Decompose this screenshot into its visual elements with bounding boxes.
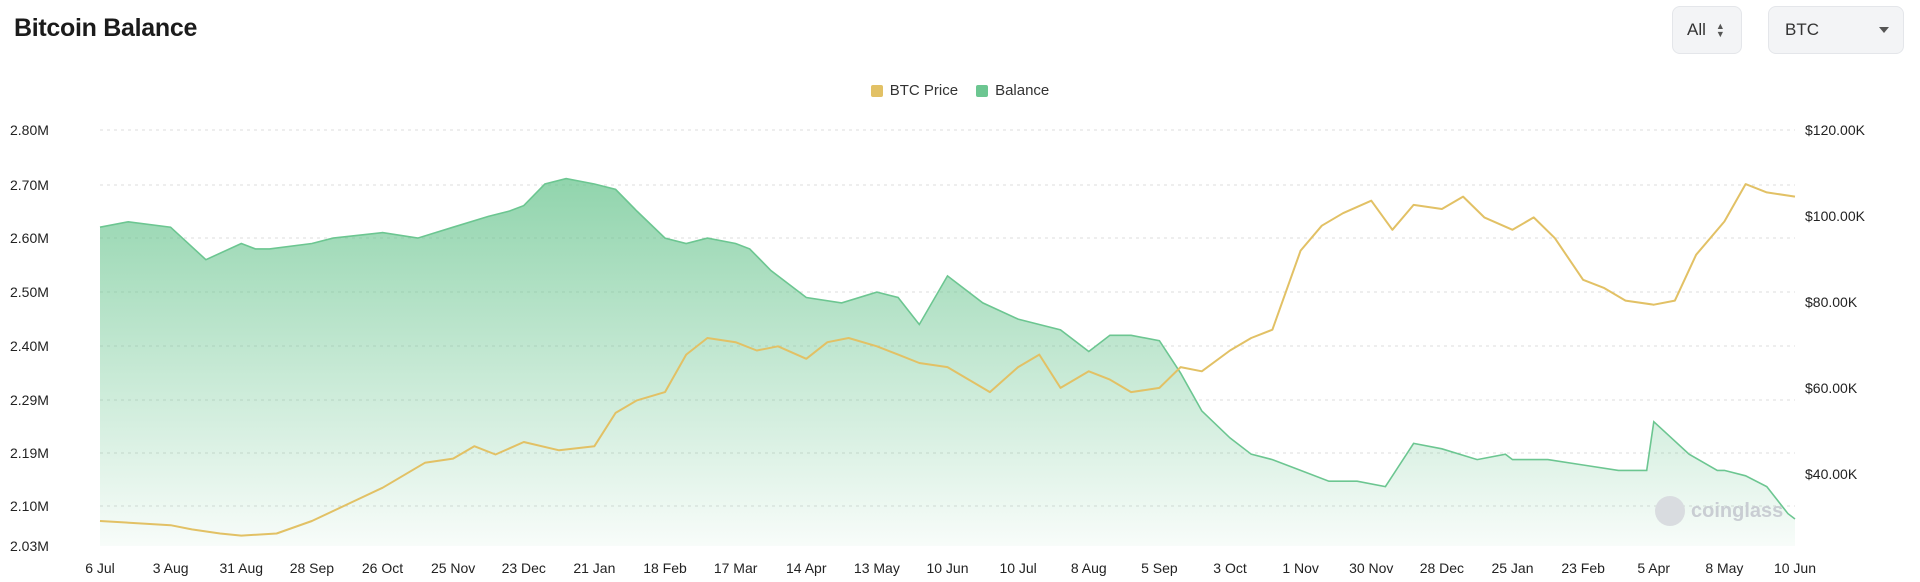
y-left-tick-label: 2.50M	[10, 284, 49, 300]
x-tick-label: 18 Feb	[643, 560, 687, 576]
y-left-tick-label: 2.40M	[10, 338, 49, 354]
x-tick-label: 5 Apr	[1637, 560, 1670, 576]
x-tick-label: 6 Jul	[85, 560, 115, 576]
y-right-tick-label: $80.00K	[1805, 294, 1858, 310]
y-right-tick-label: $60.00K	[1805, 380, 1858, 396]
y-left-tick-label: 2.80M	[10, 122, 49, 138]
x-tick-label: 3 Aug	[153, 560, 189, 576]
coinglass-logo-icon	[1655, 496, 1685, 526]
x-tick-label: 13 May	[854, 560, 900, 576]
x-tick-label: 10 Jul	[999, 560, 1036, 576]
y-left-tick-label: 2.70M	[10, 177, 49, 193]
x-tick-label: 10 Jun	[926, 560, 968, 576]
x-tick-label: 5 Sep	[1141, 560, 1178, 576]
y-left-tick-label: 2.60M	[10, 230, 49, 246]
balance-area-fill	[100, 179, 1795, 546]
y-left-tick-label: 2.29M	[10, 392, 49, 408]
balance-area	[100, 179, 1795, 546]
watermark-text: coinglass	[1691, 500, 1783, 523]
x-tick-label: 23 Feb	[1561, 560, 1605, 576]
x-tick-label: 23 Dec	[502, 560, 546, 576]
x-tick-label: 30 Nov	[1349, 560, 1393, 576]
x-tick-label: 26 Oct	[362, 560, 403, 576]
x-tick-label: 1 Nov	[1282, 560, 1319, 576]
x-tick-label: 17 Mar	[714, 560, 758, 576]
x-tick-label: 21 Jan	[573, 560, 615, 576]
watermark: coinglass	[1655, 496, 1783, 526]
x-tick-label: 28 Dec	[1420, 560, 1464, 576]
x-tick-label: 28 Sep	[290, 560, 335, 576]
y-right-tick-label: $120.00K	[1805, 122, 1866, 138]
x-tick-label: 25 Jan	[1491, 560, 1533, 576]
x-tick-label: 10 Jun	[1774, 560, 1816, 576]
x-tick-label: 25 Nov	[431, 560, 475, 576]
y-left-tick-label: 2.10M	[10, 498, 49, 514]
y-right-tick-label: $40.00K	[1805, 466, 1858, 482]
y-left-tick-label: 2.19M	[10, 445, 49, 461]
x-tick-label: 3 Oct	[1213, 560, 1247, 576]
x-tick-label: 31 Aug	[219, 560, 263, 576]
x-tick-label: 8 Aug	[1071, 560, 1107, 576]
y-left-tick-label: 2.03M	[10, 538, 49, 554]
x-tick-label: 14 Apr	[786, 560, 827, 576]
y-right-tick-label: $100.00K	[1805, 208, 1866, 224]
x-tick-label: 8 May	[1705, 560, 1743, 576]
